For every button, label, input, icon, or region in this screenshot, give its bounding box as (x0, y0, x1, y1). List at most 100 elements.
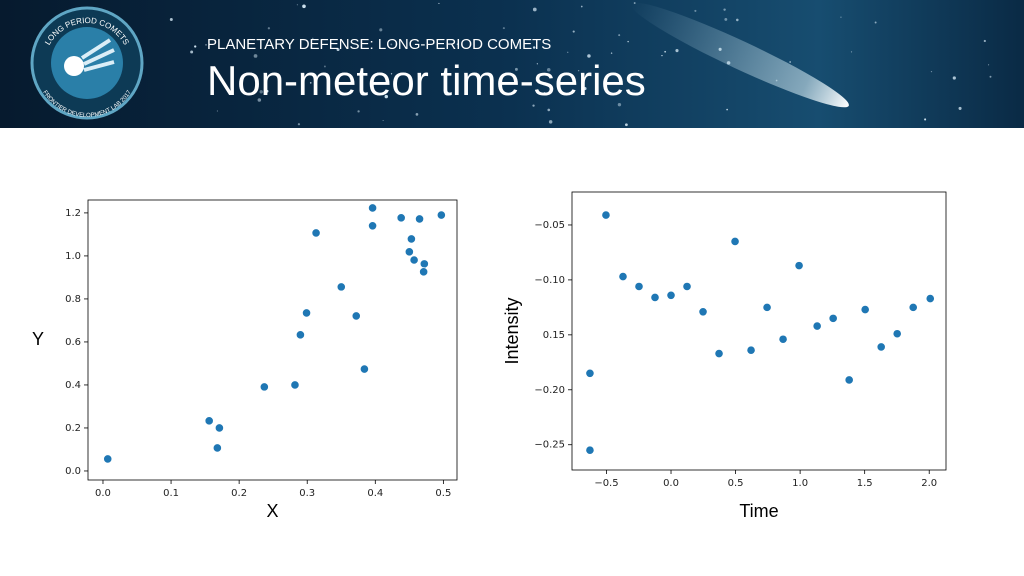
point (204, 416, 214, 426)
point (778, 334, 788, 344)
x-tick-label: 0.0 (663, 478, 679, 489)
star (988, 64, 990, 66)
point (585, 445, 595, 455)
header-band (0, 0, 1024, 128)
point (844, 375, 854, 385)
comet (631, 2, 849, 108)
star (958, 106, 962, 110)
point (618, 272, 628, 282)
star (661, 54, 663, 57)
point (351, 311, 361, 321)
star (930, 71, 933, 73)
point (214, 423, 224, 433)
star (259, 90, 263, 94)
y-tick-label: −0.05 (534, 220, 565, 231)
star (850, 51, 853, 53)
point (876, 342, 886, 352)
star (536, 63, 538, 65)
x-tick-label: −0.5 (594, 478, 618, 489)
star (840, 16, 842, 18)
star (379, 28, 383, 32)
point (860, 304, 870, 315)
x-tick-label: 0.1 (163, 488, 179, 499)
star (736, 18, 739, 22)
point (414, 214, 425, 224)
point (812, 321, 822, 331)
plot-frame (87, 199, 458, 481)
star (532, 46, 536, 49)
star (874, 21, 877, 24)
star (216, 110, 219, 112)
star (514, 67, 518, 71)
y-tick-label: 0.8 (65, 294, 81, 305)
star (572, 30, 575, 33)
y-tick-label: 1.0 (65, 251, 81, 262)
point (212, 443, 222, 453)
point (419, 259, 429, 269)
star (675, 49, 679, 53)
point (367, 203, 378, 213)
star (267, 27, 271, 30)
star (357, 110, 360, 113)
point (295, 330, 306, 340)
y-tick-label: 0.6 (65, 337, 81, 348)
point (650, 292, 660, 303)
x-axis-label: X (266, 501, 278, 521)
star (390, 73, 393, 75)
y-axis-label: Y (32, 329, 44, 349)
star (587, 54, 591, 58)
star (190, 50, 194, 54)
point (404, 247, 414, 257)
x-tick-label: 0.4 (367, 488, 383, 499)
star (253, 54, 258, 58)
subtitle: PLANETARY DEFENSE: LONG-PERIOD COMETS (207, 36, 551, 53)
x-axis-label: Time (739, 501, 778, 521)
stars (169, 2, 992, 127)
star (297, 123, 301, 126)
logo: LONG PERIOD COMETS FRONTIER DEVELOPMENT … (30, 6, 144, 120)
y-axis-label: Intensity (502, 297, 522, 364)
y-tick-label: −0.25 (534, 440, 565, 451)
star (610, 52, 613, 54)
star (952, 76, 956, 80)
y-tick-label: 0.2 (65, 423, 81, 434)
star (583, 86, 587, 91)
x-tick-label: 0.5 (728, 478, 744, 489)
point (666, 290, 676, 300)
star (265, 89, 269, 93)
point (762, 302, 772, 312)
point (746, 345, 756, 355)
point (436, 210, 446, 220)
point (634, 281, 644, 292)
point (336, 282, 346, 292)
x-tick-label: 0.5 (435, 488, 451, 499)
y-tick-label: −0.10 (534, 275, 565, 286)
star (415, 113, 419, 116)
star (543, 92, 546, 95)
star (532, 7, 537, 12)
x-tick-label: 1.0 (792, 478, 808, 489)
star (694, 9, 697, 12)
star (205, 43, 207, 46)
title: Non-meteor time-series (207, 57, 646, 104)
star (257, 98, 262, 102)
star (567, 51, 569, 53)
star (726, 108, 728, 111)
y-tick-label: 0.0 (65, 466, 81, 477)
x-tick-label: 2.0 (921, 478, 937, 489)
y-tick-label: 0.4 (65, 380, 81, 391)
star (323, 65, 326, 68)
point (409, 255, 419, 265)
y-tick-label: −0.20 (534, 385, 565, 396)
point (925, 293, 935, 304)
point (714, 348, 724, 359)
x-tick-label: 0.2 (231, 488, 247, 499)
point (367, 221, 378, 231)
point (908, 302, 918, 312)
point (419, 267, 429, 277)
star (627, 40, 629, 43)
point (601, 210, 611, 220)
point (301, 308, 312, 318)
point (290, 380, 300, 390)
